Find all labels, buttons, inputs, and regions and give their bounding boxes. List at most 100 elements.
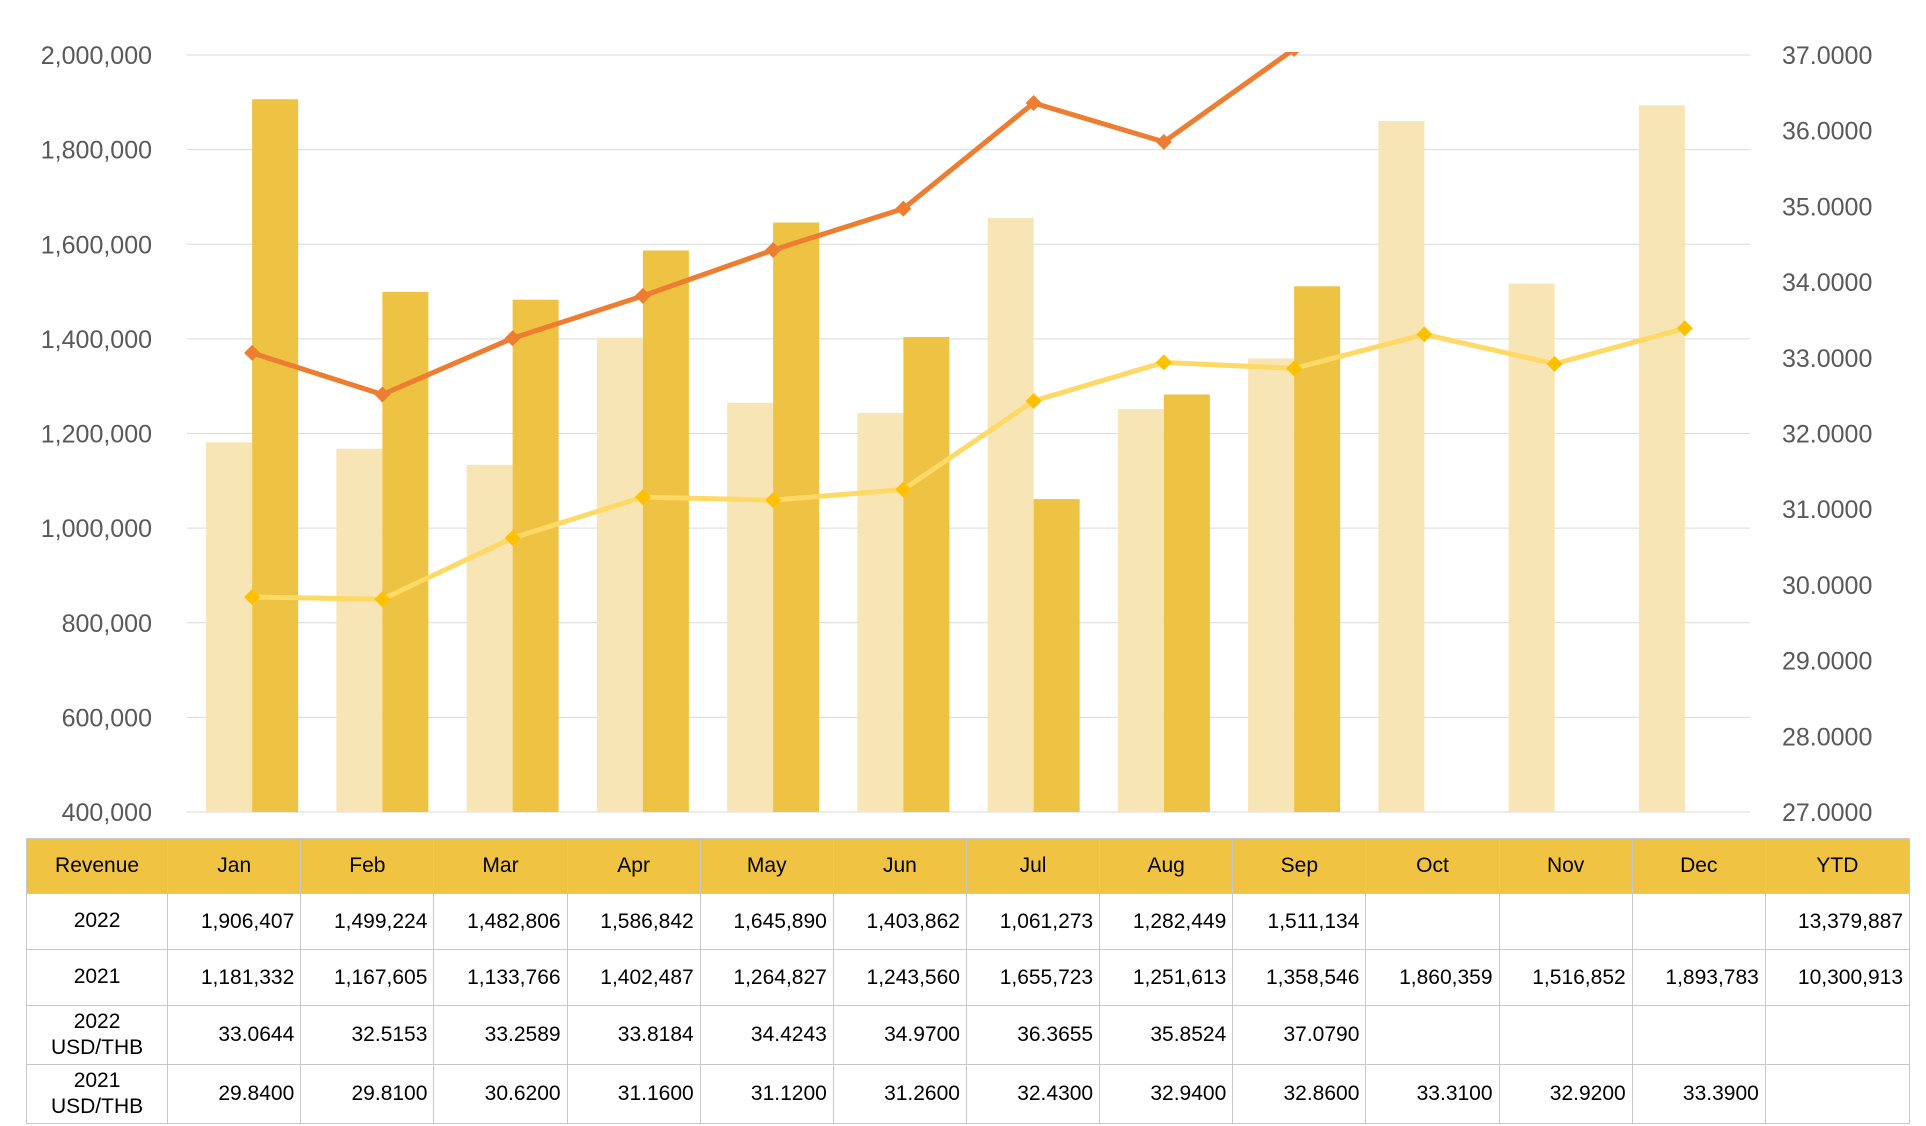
table-row-label-line: 2021	[73, 1068, 121, 1092]
left-tick-label: 2,000,000	[41, 42, 152, 70]
table-ytd-cell	[1764, 1064, 1911, 1124]
gridlines	[187, 54, 1750, 813]
left-tick-label: 1,400,000	[41, 326, 152, 354]
table-month-header: Mar	[433, 838, 568, 894]
marker-2022-usd-thb-may	[765, 241, 782, 258]
table-row-label: 2021	[25, 949, 169, 1006]
table-cell	[1498, 1005, 1633, 1065]
data-table: Revenue Jan Feb Mar Apr May Jun Jul Aug Sep Oct No…	[25, 838, 1911, 1124]
table-cell	[1631, 1005, 1766, 1065]
table-row-label-line: USD/THB	[50, 1095, 144, 1118]
table-cell: 1,586,842	[566, 893, 701, 950]
bar-2022-jul	[1033, 499, 1080, 812]
bar-2022-may	[773, 222, 820, 812]
table-cell: 32.5153	[300, 1005, 435, 1065]
bar-2022-mar	[512, 299, 559, 813]
bar-2021-may	[727, 402, 774, 812]
table-cell: 1,282,449	[1099, 893, 1234, 950]
right-tick-label: 31.0000	[1782, 496, 1872, 524]
bar-2021-mar	[466, 464, 513, 812]
table-ytd-cell	[1764, 1005, 1911, 1065]
right-tick-label: 34.0000	[1782, 269, 1872, 297]
table-cell: 29.8400	[167, 1064, 302, 1124]
table-cell: 1,499,224	[300, 893, 435, 950]
table-row-label: 2022 USD/THB	[25, 1005, 169, 1065]
line-2021-usd-thb	[252, 325, 1686, 602]
table-cell: 1,655,723	[965, 949, 1101, 1006]
table-cell: 1,906,407	[167, 893, 302, 950]
table-cell: 1,516,852	[1498, 949, 1633, 1006]
table-cell	[1498, 893, 1633, 950]
table-cell: 32.8600	[1232, 1064, 1367, 1124]
marker-2022-usd-thb-aug	[1155, 133, 1172, 150]
marker-2021-usd-thb-oct	[1416, 326, 1433, 343]
bar-2021-nov	[1508, 283, 1555, 813]
marker-2021-usd-thb-feb	[374, 591, 391, 608]
table-cell: 1,264,827	[699, 949, 834, 1006]
right-tick-label: 30.0000	[1782, 572, 1872, 600]
table-cell: 1,645,890	[699, 893, 834, 950]
table-header-row: Revenue Jan Feb Mar Apr May Jun Jul Aug Sep Oct No…	[25, 838, 1911, 894]
table-cell: 31.2600	[832, 1064, 967, 1124]
left-tick-label: 400,000	[62, 799, 152, 827]
table-cell: 1,181,332	[167, 949, 302, 1006]
table-cell: 1,167,605	[300, 949, 435, 1006]
bar-2021-jun	[857, 412, 904, 812]
bar-series	[206, 99, 1685, 813]
line-markers	[244, 52, 1693, 608]
table-row-label-line: 2022	[73, 909, 121, 933]
right-tick-label: 36.0000	[1782, 118, 1872, 146]
table-body: 2022 1,906,407 1,499,224 1,482,806 1,586,842…	[25, 893, 1911, 1124]
bar-2021-jul	[987, 217, 1034, 813]
table-cell: 1,358,546	[1232, 949, 1367, 1006]
right-tick-label: 32.0000	[1782, 421, 1872, 449]
bar-2021-dec	[1638, 105, 1685, 813]
right-tick-label: 37.0000	[1782, 42, 1872, 70]
table-month-header: Aug	[1099, 838, 1234, 894]
table-cell: 1,251,613	[1099, 949, 1234, 1006]
table-cell: 37.0790	[1232, 1005, 1367, 1065]
table-cell: 1,061,273	[965, 893, 1101, 950]
table-cell: 29.8100	[300, 1064, 435, 1124]
left-tick-label: 1,800,000	[41, 137, 152, 165]
right-axis: 27.0000 28.0000 29.0000 30.0000 31.0000 32.00…	[1782, 42, 1872, 827]
marker-2022-usd-thb-sep	[1289, 52, 1300, 58]
table-cell: 31.1600	[566, 1064, 701, 1124]
left-tick-label: 1,200,000	[41, 421, 152, 449]
table-month-header: Jun	[832, 838, 967, 894]
table-ytd-header: YTD	[1764, 838, 1911, 894]
bar-2022-aug	[1163, 394, 1210, 812]
bar-2022-feb	[382, 291, 429, 812]
bar-2022-jun	[903, 337, 950, 812]
table-row-label-line: 2022	[73, 1009, 121, 1033]
table-cell: 1,403,862	[832, 893, 967, 950]
marker-2021-usd-thb-nov	[1546, 355, 1563, 372]
table-month-header: Dec	[1631, 838, 1766, 894]
marker-2021-usd-thb-jun	[895, 481, 912, 498]
right-tick-label: 29.0000	[1782, 648, 1872, 676]
table-month-header: Feb	[300, 838, 435, 894]
table-cell: 33.3100	[1365, 1064, 1500, 1124]
bar-2022-jan	[252, 99, 299, 812]
table-cell: 32.9400	[1099, 1064, 1234, 1124]
table-month-header: Jul	[965, 838, 1101, 894]
marker-2022-usd-thb-apr	[634, 287, 651, 304]
table-row: 2022 1,906,407 1,499,224 1,482,806 1,586,842…	[25, 893, 1911, 950]
table-cell: 1,860,359	[1365, 949, 1500, 1006]
table-cell: 36.3655	[965, 1005, 1101, 1065]
left-tick-label: 600,000	[62, 704, 152, 732]
right-tick-label: 35.0000	[1782, 193, 1872, 221]
marker-2022-usd-thb-jun	[895, 200, 912, 217]
table-cell	[1365, 893, 1500, 950]
table-cell	[1631, 893, 1766, 950]
table-cell: 30.6200	[433, 1064, 568, 1124]
table-month-header: Apr	[566, 838, 701, 894]
left-tick-label: 1,000,000	[41, 515, 152, 543]
table-cell: 1,511,134	[1232, 893, 1367, 950]
marker-2022-usd-thb-mar	[504, 330, 521, 347]
table-month-header: May	[699, 838, 834, 894]
table-cell: 1,482,806	[433, 893, 568, 950]
bar-2021-apr	[596, 337, 643, 812]
left-axis: 400,000 600,000 800,000 1,000,000 1,200,000 1…	[41, 42, 152, 827]
marker-2021-usd-thb-may	[765, 492, 782, 509]
